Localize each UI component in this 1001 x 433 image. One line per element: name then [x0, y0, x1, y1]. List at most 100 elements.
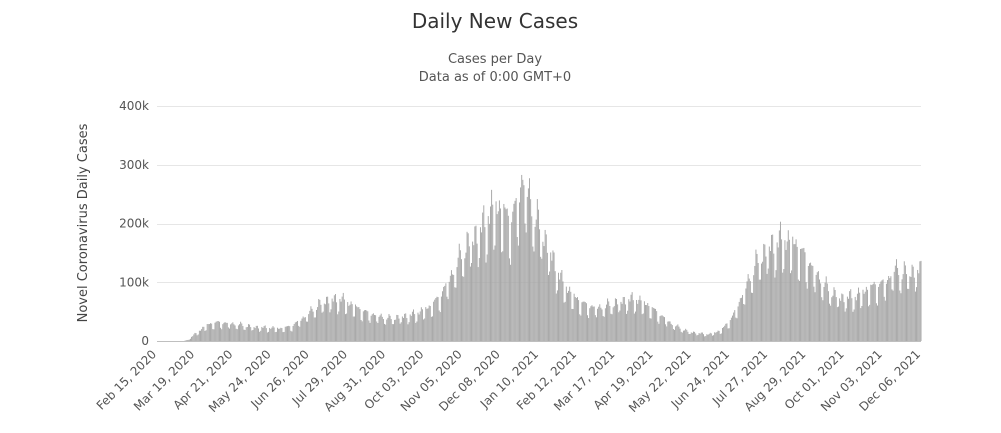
daily-case-bar	[609, 305, 611, 341]
daily-case-bar	[355, 304, 356, 341]
daily-case-bar	[457, 257, 459, 341]
daily-case-bar	[223, 322, 225, 341]
daily-case-bar	[859, 292, 861, 341]
daily-case-bar	[319, 299, 321, 341]
daily-case-bar	[852, 311, 854, 341]
daily-case-bar	[304, 317, 306, 341]
daily-case-bar	[918, 273, 920, 341]
daily-case-bar	[525, 232, 527, 341]
daily-case-bar	[418, 314, 420, 341]
daily-case-bar	[501, 252, 503, 341]
daily-case-bar	[482, 212, 484, 341]
daily-case-bar	[385, 324, 387, 341]
daily-case-bar	[614, 298, 616, 341]
daily-case-bar	[539, 229, 541, 341]
daily-case-bar	[612, 307, 614, 341]
daily-case-bar	[222, 324, 224, 341]
daily-case-bar	[856, 293, 858, 341]
daily-case-bar	[194, 332, 196, 341]
daily-case-bar	[727, 328, 729, 341]
daily-case-bar	[590, 306, 592, 341]
daily-case-bar	[851, 298, 853, 341]
daily-case-bar	[309, 310, 311, 341]
daily-case-bar	[387, 317, 389, 341]
daily-case-bar	[645, 304, 646, 341]
daily-case-bar	[588, 318, 590, 341]
daily-case-bar	[698, 333, 700, 341]
daily-case-bar	[340, 301, 342, 341]
daily-case-bar	[392, 324, 394, 341]
daily-case-bar	[678, 326, 680, 341]
daily-case-bar	[485, 262, 487, 341]
daily-case-bar	[234, 325, 236, 341]
daily-case-bar	[655, 308, 657, 341]
daily-case-bar	[879, 283, 881, 341]
daily-case-bar	[805, 282, 807, 341]
daily-case-bar	[417, 312, 419, 341]
daily-case-bar	[891, 289, 893, 341]
daily-case-bar	[720, 333, 722, 341]
daily-case-bar	[622, 297, 624, 341]
daily-case-bar	[537, 209, 539, 341]
daily-case-bar	[768, 246, 770, 341]
daily-case-bar	[795, 239, 797, 341]
daily-case-bar	[699, 333, 701, 341]
daily-case-bar	[303, 317, 305, 341]
daily-case-bar	[435, 298, 437, 341]
daily-case-bar	[285, 326, 287, 341]
daily-case-bar	[639, 295, 641, 341]
daily-case-bar	[239, 324, 241, 341]
daily-case-bar	[423, 319, 425, 341]
daily-case-bar	[268, 331, 270, 341]
daily-case-bar	[444, 285, 446, 341]
daily-case-bar	[298, 325, 300, 341]
daily-case-bar	[327, 296, 329, 341]
daily-case-bar	[853, 309, 855, 341]
daily-case-bar	[619, 310, 621, 341]
daily-case-bar	[669, 321, 671, 341]
daily-case-bar	[738, 301, 740, 341]
daily-case-bar	[237, 325, 239, 341]
daily-case-bar	[261, 326, 263, 341]
daily-case-bar	[426, 308, 428, 341]
y-tick-label: 400k	[119, 99, 149, 113]
daily-case-bar	[496, 214, 498, 341]
daily-case-bar	[407, 324, 409, 341]
daily-case-bar	[675, 326, 677, 341]
daily-case-bar	[201, 329, 203, 341]
daily-case-bar	[542, 241, 544, 341]
daily-case-bar	[292, 325, 294, 341]
daily-case-bar	[550, 252, 552, 341]
daily-case-bar	[802, 248, 804, 341]
daily-case-bar	[765, 256, 767, 341]
daily-case-bar	[850, 289, 852, 341]
daily-case-bar	[247, 324, 249, 341]
daily-case-bar	[493, 249, 495, 341]
daily-case-bar	[670, 323, 672, 341]
daily-case-bar	[579, 314, 581, 341]
daily-case-bar	[776, 242, 778, 341]
daily-case-bar	[690, 332, 692, 341]
daily-case-bar	[185, 340, 187, 341]
daily-case-bar	[453, 274, 455, 341]
daily-case-bar	[461, 259, 462, 341]
daily-case-bar	[820, 283, 822, 341]
y-tick-label: 100k	[119, 275, 149, 289]
daily-case-bar	[617, 304, 619, 341]
daily-case-bar	[709, 332, 711, 341]
daily-case-bar	[317, 307, 319, 341]
daily-case-bar	[531, 216, 533, 341]
daily-case-bar	[817, 271, 819, 341]
daily-case-bar	[258, 328, 259, 341]
daily-case-bar	[914, 291, 916, 341]
daily-case-bar	[409, 314, 411, 341]
daily-case-bar	[299, 326, 301, 341]
daily-case-bar	[739, 298, 741, 341]
daily-case-bar	[507, 215, 509, 341]
daily-case-bar	[627, 310, 629, 341]
daily-case-bar	[256, 325, 258, 341]
daily-case-bar	[561, 270, 563, 341]
daily-case-bar	[735, 317, 737, 341]
daily-case-bar	[909, 276, 911, 341]
daily-case-bar	[775, 270, 777, 341]
